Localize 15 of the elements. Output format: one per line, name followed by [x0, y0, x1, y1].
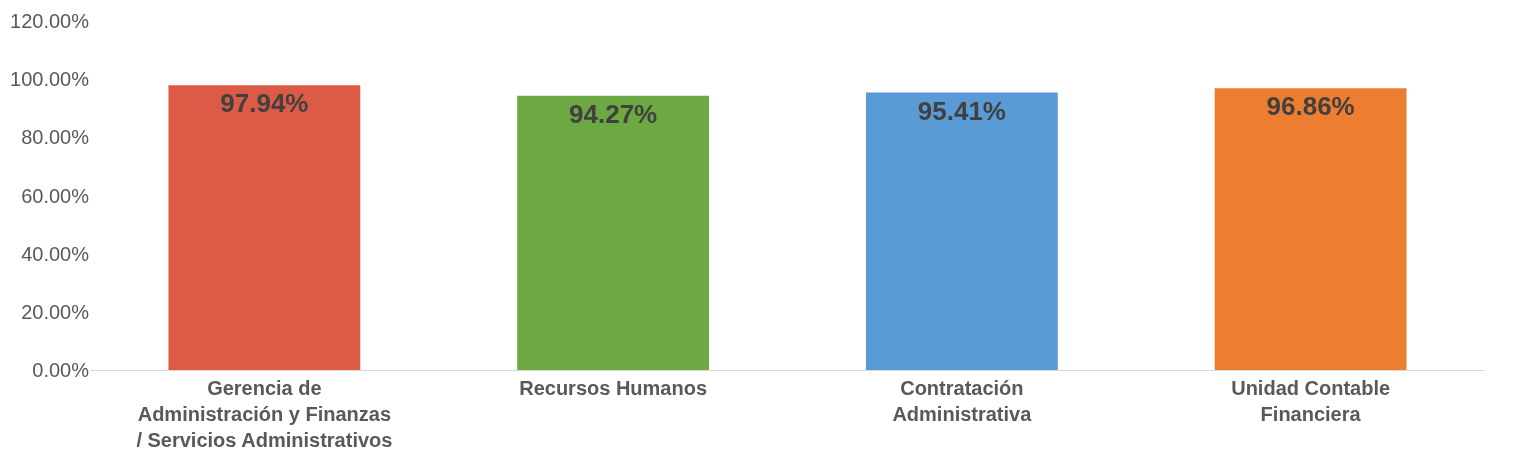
- y-tick-label: 80.00%: [21, 126, 90, 149]
- x-tick-label: Unidad Contable Financiera: [1231, 377, 1391, 425]
- y-tick-label: 20.00%: [21, 300, 90, 323]
- data-label: 94.27%: [569, 98, 658, 129]
- y-tick-label: 120.00%: [10, 10, 90, 32]
- y-tick-label: 40.00%: [21, 242, 90, 265]
- x-tick-label: Recursos Humanos: [519, 377, 708, 399]
- x-tick-label: Gerencia de Administración y Finanzas / Servicios Administrativos: [136, 377, 393, 451]
- data-label: 96.86%: [1266, 91, 1355, 122]
- y-tick-label: 60.00%: [21, 184, 90, 207]
- data-label: 97.94%: [220, 88, 309, 119]
- x-tick-label: Contratación Administrativa: [892, 377, 1033, 425]
- y-tick-label: 0.00%: [32, 359, 90, 381]
- data-label: 95.41%: [917, 95, 1006, 126]
- y-tick-label: 100.00%: [10, 68, 90, 91]
